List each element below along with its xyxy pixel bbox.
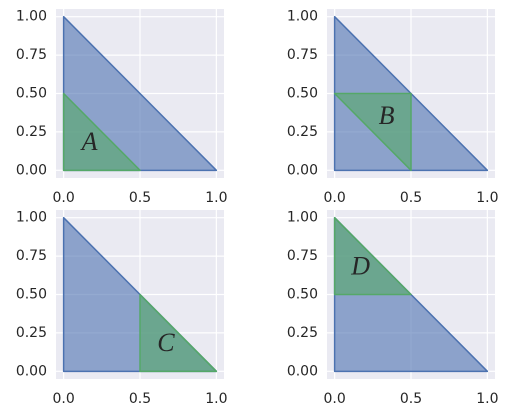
y-tick-label: 0.50 bbox=[16, 86, 47, 102]
annotation: B bbox=[379, 101, 395, 130]
x-tick-label: 1.0 bbox=[476, 391, 498, 407]
x-tick-label: 0.0 bbox=[53, 190, 75, 206]
y-tick-label: 0.00 bbox=[16, 363, 47, 379]
x-tick-label: 1.0 bbox=[205, 190, 227, 206]
y-tick-label: 0.25 bbox=[16, 325, 47, 341]
shape bbox=[333, 216, 412, 296]
annotation: C bbox=[157, 328, 175, 357]
shape bbox=[62, 92, 141, 172]
y-tick-label: 0.00 bbox=[287, 162, 318, 178]
x-tick-label: 0.0 bbox=[53, 391, 75, 407]
shape bbox=[139, 293, 218, 373]
y-tick-label: 1.00 bbox=[16, 210, 47, 226]
y-tick-label: 0.50 bbox=[287, 287, 318, 303]
y-tick-label: 0.75 bbox=[287, 248, 318, 264]
y-tick-label: 0.25 bbox=[16, 124, 47, 140]
y-tick-label: 0.00 bbox=[16, 162, 47, 178]
y-tick-label: 0.00 bbox=[287, 363, 318, 379]
y-tick-label: 1.00 bbox=[16, 9, 47, 25]
x-tick-label: 0.0 bbox=[324, 190, 346, 206]
y-tick-label: 1.00 bbox=[287, 9, 318, 25]
y-tick-label: 0.75 bbox=[287, 47, 318, 63]
shape bbox=[333, 92, 412, 172]
y-tick-label: 0.75 bbox=[16, 248, 47, 264]
x-tick-label: 1.0 bbox=[205, 391, 227, 407]
annotation: D bbox=[350, 251, 370, 280]
y-tick-label: 0.50 bbox=[16, 287, 47, 303]
annotation: A bbox=[80, 127, 98, 156]
x-tick-label: 0.5 bbox=[400, 391, 422, 407]
y-tick-label: 0.50 bbox=[287, 86, 318, 102]
x-tick-label: 0.0 bbox=[324, 391, 346, 407]
x-tick-label: 0.5 bbox=[129, 190, 151, 206]
x-tick-label: 0.5 bbox=[400, 190, 422, 206]
x-tick-label: 1.0 bbox=[476, 190, 498, 206]
y-tick-label: 0.25 bbox=[287, 325, 318, 341]
y-tick-label: 0.25 bbox=[287, 124, 318, 140]
y-tick-label: 0.75 bbox=[16, 47, 47, 63]
x-tick-label: 0.5 bbox=[129, 391, 151, 407]
y-tick-label: 1.00 bbox=[287, 210, 318, 226]
